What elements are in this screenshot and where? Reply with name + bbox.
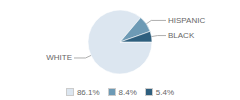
html-text:5.4%: 5.4% bbox=[155, 87, 175, 97]
svg-text:HISPANIC: HISPANIC bbox=[168, 16, 205, 25]
svg-text:BLACK: BLACK bbox=[168, 31, 195, 40]
html-text:8.4%: 8.4% bbox=[118, 87, 137, 97]
svg-text:WHITE: WHITE bbox=[46, 53, 72, 62]
html-text:86.1%: 86.1% bbox=[76, 87, 100, 97]
